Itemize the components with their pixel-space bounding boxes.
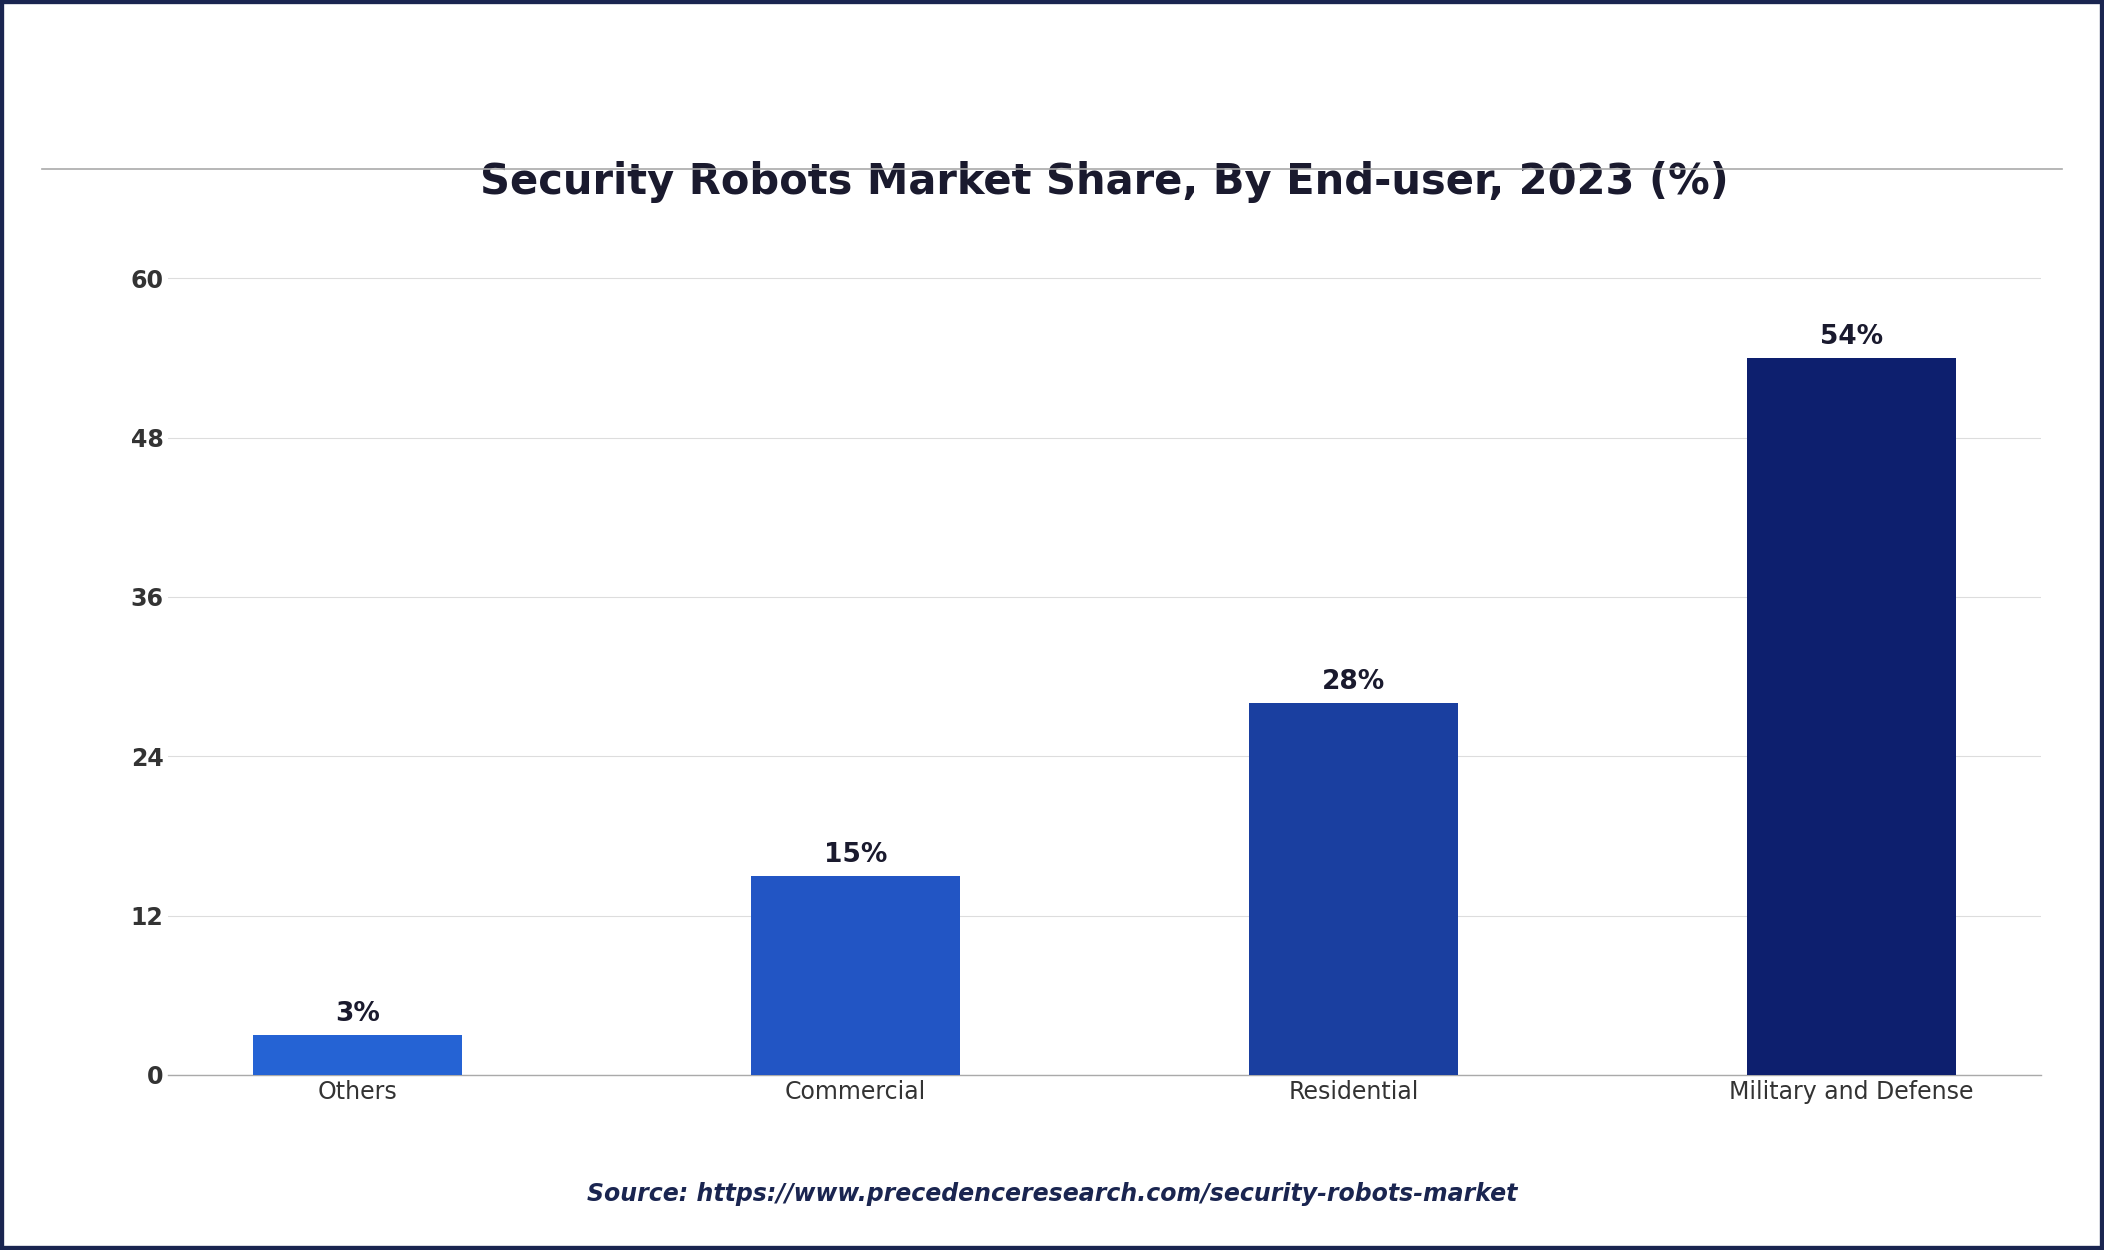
Bar	[1746, 357, 1957, 1075]
Text: 54%: 54%	[1820, 324, 1883, 350]
Text: 28%: 28%	[1321, 669, 1384, 695]
Title: Security Robots Market Share, By End-user, 2023 (%): Security Robots Market Share, By End-use…	[480, 161, 1729, 204]
Text: 3%: 3%	[335, 1001, 381, 1028]
Bar	[751, 876, 959, 1075]
Bar	[1250, 703, 1458, 1075]
Text: Source: https://www.precedenceresearch.com/security-robots-market: Source: https://www.precedenceresearch.c…	[587, 1181, 1517, 1206]
Text: 15%: 15%	[825, 841, 888, 867]
Bar	[252, 1035, 463, 1075]
